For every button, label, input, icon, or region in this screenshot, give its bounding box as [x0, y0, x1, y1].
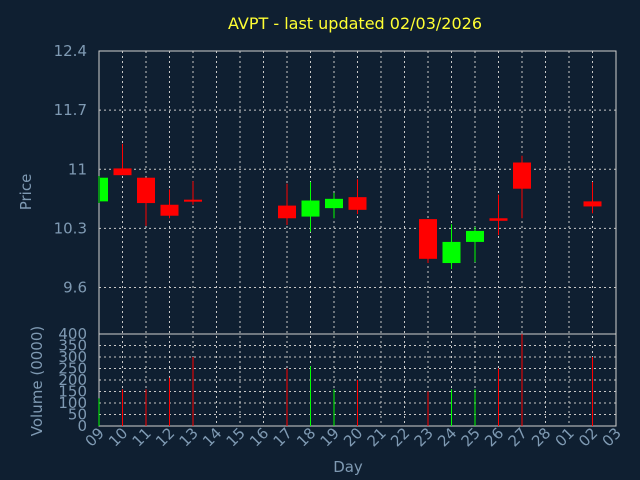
- x-tick-label: 02: [575, 424, 601, 450]
- volume-tick-label: 200: [58, 371, 87, 389]
- candle-body: [442, 241, 461, 264]
- candle-body: [100, 177, 108, 202]
- x-tick-label: 17: [270, 424, 296, 450]
- price-axis-label: Price: [17, 174, 35, 211]
- x-tick-label: 10: [105, 424, 131, 450]
- candle-body: [113, 168, 132, 176]
- x-tick-label: 25: [458, 424, 484, 450]
- candle-body: [489, 218, 508, 221]
- price-tick-label: 9.6: [63, 279, 87, 297]
- x-tick-label: 13: [176, 424, 202, 450]
- x-tick-label: 18: [293, 424, 319, 450]
- price-tick-labels: 12.4 11.7 11 10.3 9.6: [54, 42, 87, 297]
- volume-tick-label: 350: [58, 337, 87, 355]
- x-tick-label: 20: [340, 424, 366, 450]
- volume-tick-label: 400: [58, 325, 87, 343]
- x-tick-label: 03: [599, 424, 625, 450]
- x-tick-label: 21: [364, 424, 390, 450]
- candle-body: [160, 204, 179, 216]
- x-tick-label: 14: [199, 424, 225, 450]
- candle-body: [466, 230, 484, 242]
- x-tick-label: 12: [152, 424, 178, 450]
- x-tick-label: 16: [246, 424, 272, 450]
- volume-tick-label: 300: [58, 348, 87, 366]
- volume-tick-label: 250: [58, 360, 87, 378]
- candles: [98, 143, 602, 269]
- volume-axis-label: Volume (0000): [28, 326, 46, 436]
- x-tick-label: 01: [552, 424, 578, 450]
- candle-body: [184, 199, 202, 202]
- price-tick-label: 11: [68, 160, 87, 178]
- candle-body: [583, 201, 602, 207]
- x-tick-label: 26: [481, 424, 507, 450]
- volume-tick-label: 50: [68, 406, 87, 424]
- x-tick-label: 27: [505, 424, 531, 450]
- candle-body: [325, 198, 343, 209]
- candle-body: [348, 197, 367, 210]
- x-tick-label: 19: [317, 424, 343, 450]
- candle-body: [419, 219, 437, 259]
- x-tick-label: 22: [387, 424, 413, 450]
- x-axis-label: Day: [333, 458, 363, 476]
- volume-tick-label: 150: [58, 383, 87, 401]
- x-tick-labels: 0910111213141516171819202122232425262728…: [82, 424, 625, 450]
- candle-body: [137, 177, 155, 204]
- x-tick-label: 28: [528, 424, 554, 450]
- x-tick-label: 24: [434, 424, 460, 450]
- x-tick-label: 15: [223, 424, 249, 450]
- volume-tick-label: 0: [77, 417, 87, 435]
- price-tick-label: 12.4: [54, 42, 87, 60]
- candle-body: [301, 200, 320, 217]
- candle-body: [278, 205, 296, 219]
- x-tick-label: 11: [129, 424, 155, 450]
- chart-title: AVPT - last updated 02/03/2026: [228, 14, 482, 33]
- price-tick-label: 10.3: [54, 219, 87, 237]
- candle-body: [513, 162, 531, 189]
- price-tick-label: 11.7: [54, 101, 87, 119]
- volume-bars: [98, 334, 593, 426]
- volume-tick-label: 100: [58, 394, 87, 412]
- x-tick-label: 23: [411, 424, 437, 450]
